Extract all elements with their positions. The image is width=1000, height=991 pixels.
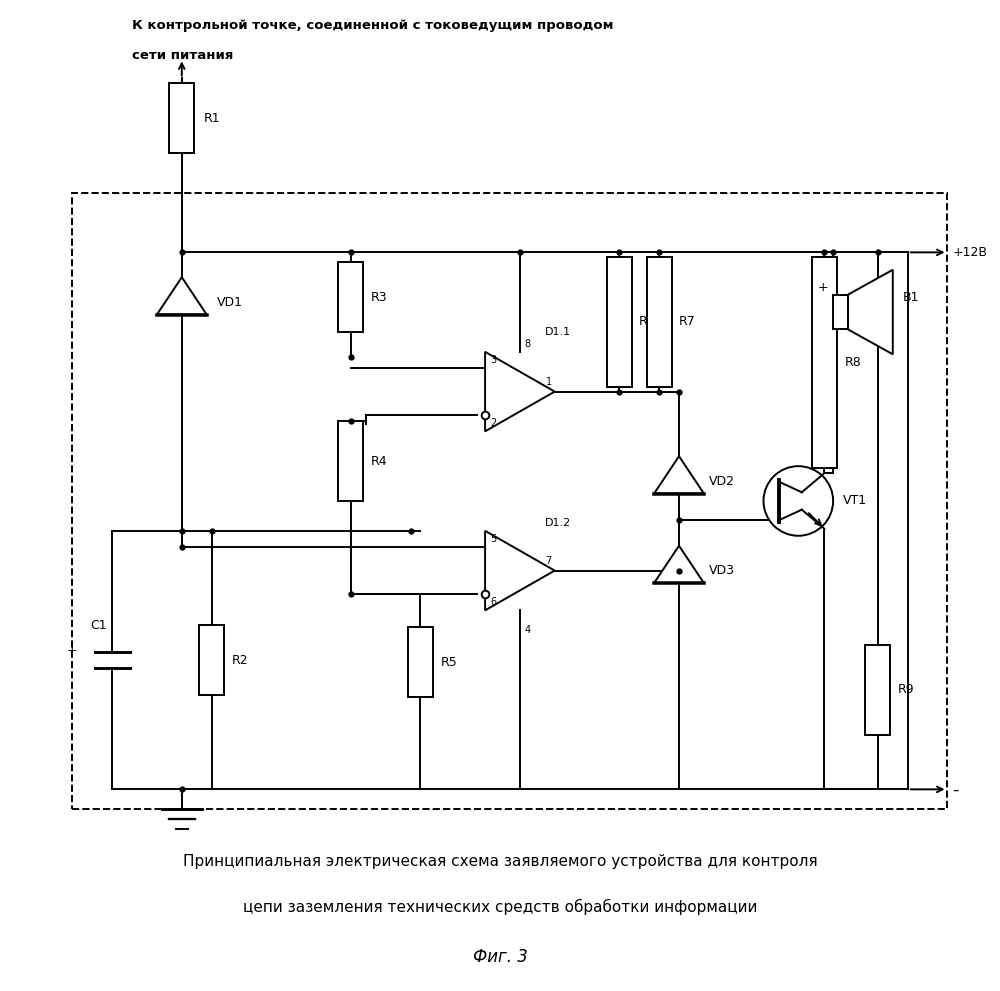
Text: R8: R8: [844, 356, 861, 370]
Bar: [338, 263, 363, 332]
Circle shape: [764, 466, 833, 536]
Text: Фиг. 3: Фиг. 3: [473, 948, 527, 966]
Text: VD3: VD3: [709, 564, 735, 577]
Text: R7: R7: [679, 315, 696, 328]
Text: +12В: +12В: [952, 246, 987, 259]
Text: VD1: VD1: [217, 295, 243, 308]
Text: R1: R1: [204, 112, 220, 125]
Bar: [607, 258, 632, 386]
Text: цепи заземления технических средств обработки информации: цепи заземления технических средств обра…: [243, 899, 757, 915]
Bar: [865, 645, 890, 734]
Text: 2: 2: [490, 418, 496, 428]
Text: +: +: [818, 280, 828, 293]
Bar: [199, 625, 224, 695]
Text: VD2: VD2: [709, 475, 735, 488]
Polygon shape: [485, 531, 555, 610]
Text: -: -: [952, 780, 959, 799]
Bar: [72, 192, 947, 810]
Text: D1.2: D1.2: [545, 518, 571, 528]
Bar: [338, 421, 363, 501]
Bar: [833, 294, 848, 329]
Polygon shape: [848, 270, 893, 355]
Text: 8: 8: [525, 339, 531, 349]
Text: 6: 6: [490, 598, 496, 607]
Text: R2: R2: [232, 654, 248, 667]
Text: R5: R5: [440, 656, 457, 669]
Polygon shape: [157, 277, 207, 314]
Text: 3: 3: [490, 355, 496, 365]
Text: 1: 1: [546, 377, 552, 386]
Text: B1: B1: [903, 290, 919, 303]
Text: Принципиальная электрическая схема заявляемого устройства для контроля: Принципиальная электрическая схема заявл…: [183, 854, 817, 869]
Text: D1.1: D1.1: [545, 327, 571, 337]
Text: К контрольной точке, соединенной с токоведущим проводом: К контрольной точке, соединенной с токов…: [132, 19, 614, 32]
Bar: [812, 258, 837, 468]
Polygon shape: [654, 546, 704, 583]
Polygon shape: [654, 456, 704, 494]
Text: 7: 7: [545, 556, 552, 566]
Bar: [169, 83, 194, 153]
Polygon shape: [485, 352, 555, 431]
Text: +: +: [67, 643, 78, 657]
Text: R9: R9: [898, 684, 914, 697]
Text: сети питания: сети питания: [132, 49, 233, 61]
Bar: [408, 627, 433, 697]
Text: R4: R4: [371, 455, 387, 468]
Text: 4: 4: [525, 625, 531, 635]
Text: C1: C1: [91, 618, 107, 632]
Text: 5: 5: [490, 534, 496, 544]
Text: R6: R6: [639, 315, 656, 328]
Text: R3: R3: [371, 290, 387, 303]
Bar: [647, 258, 672, 386]
Text: VT1: VT1: [843, 495, 867, 507]
